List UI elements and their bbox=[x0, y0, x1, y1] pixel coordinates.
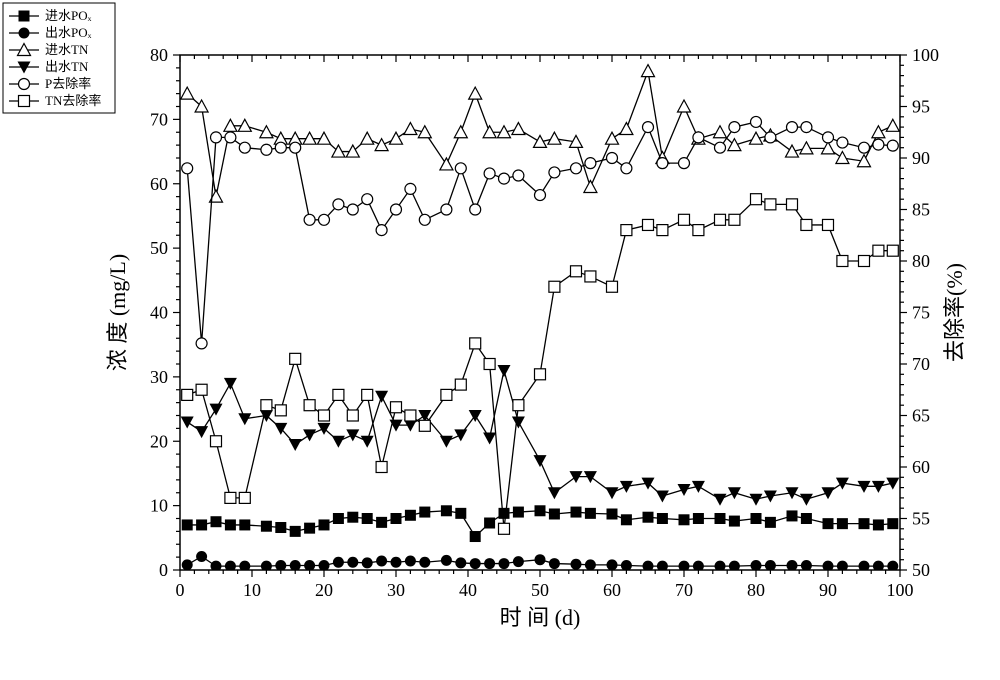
svg-text:60: 60 bbox=[603, 580, 621, 600]
chart-svg: 0 10 20 30 40 50 60 70 80 90 100 时 间 (d) 0 10 20 30 40 50… bbox=[0, 0, 1000, 675]
svg-text:100: 100 bbox=[912, 45, 939, 65]
svg-text:进水POₓ: 进水POₓ bbox=[45, 8, 92, 23]
svg-text:0: 0 bbox=[176, 580, 185, 600]
svg-text:进水TN: 进水TN bbox=[45, 42, 89, 57]
svg-text:30: 30 bbox=[387, 580, 405, 600]
svg-text:50: 50 bbox=[912, 560, 930, 580]
svg-text:TN去除率: TN去除率 bbox=[45, 93, 101, 108]
svg-text:20: 20 bbox=[315, 580, 333, 600]
svg-text:0: 0 bbox=[159, 560, 168, 580]
svg-text:10: 10 bbox=[243, 580, 261, 600]
svg-text:P去除率: P去除率 bbox=[45, 76, 91, 91]
svg-text:95: 95 bbox=[912, 97, 930, 117]
svg-text:70: 70 bbox=[912, 354, 930, 374]
svg-text:去除率(%): 去除率(%) bbox=[942, 263, 967, 362]
svg-text:40: 40 bbox=[150, 303, 168, 323]
svg-text:80: 80 bbox=[912, 251, 930, 271]
svg-text:85: 85 bbox=[912, 200, 930, 220]
svg-text:40: 40 bbox=[459, 580, 477, 600]
chart-root: 0 10 20 30 40 50 60 70 80 90 100 时 间 (d) 0 10 20 30 40 50… bbox=[0, 0, 1000, 675]
svg-text:出水POₓ: 出水POₓ bbox=[45, 25, 92, 40]
svg-text:浓 度 (mg/L): 浓 度 (mg/L) bbox=[105, 254, 130, 371]
svg-text:55: 55 bbox=[912, 509, 930, 529]
svg-text:100: 100 bbox=[887, 580, 914, 600]
svg-text:20: 20 bbox=[150, 431, 168, 451]
svg-text:90: 90 bbox=[912, 148, 930, 168]
svg-text:50: 50 bbox=[531, 580, 549, 600]
svg-text:60: 60 bbox=[150, 174, 168, 194]
svg-text:30: 30 bbox=[150, 367, 168, 387]
svg-text:50: 50 bbox=[150, 238, 168, 258]
svg-text:90: 90 bbox=[819, 580, 837, 600]
svg-text:75: 75 bbox=[912, 303, 930, 323]
svg-text:时 间 (d): 时 间 (d) bbox=[500, 605, 581, 630]
svg-text:10: 10 bbox=[150, 496, 168, 516]
svg-text:80: 80 bbox=[747, 580, 765, 600]
svg-text:65: 65 bbox=[912, 406, 930, 426]
svg-text:70: 70 bbox=[675, 580, 693, 600]
svg-text:70: 70 bbox=[150, 109, 168, 129]
svg-text:80: 80 bbox=[150, 45, 168, 65]
svg-text:出水TN: 出水TN bbox=[45, 59, 89, 74]
svg-text:60: 60 bbox=[912, 457, 930, 477]
